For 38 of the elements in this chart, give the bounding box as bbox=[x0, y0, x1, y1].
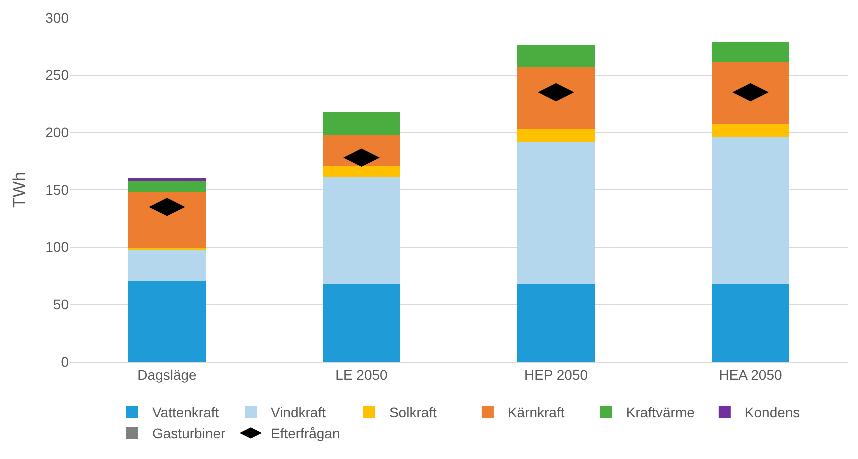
legend-label: Vattenkraft bbox=[152, 404, 220, 420]
bar bbox=[128, 282, 206, 362]
bar bbox=[517, 67, 596, 130]
x-tick-label: HEP 2050 bbox=[524, 366, 588, 383]
legend-label: Efterfrågan bbox=[270, 426, 340, 442]
x-tick-label: Dagsläge bbox=[138, 366, 198, 383]
bar bbox=[128, 250, 206, 282]
bar bbox=[322, 284, 401, 362]
bar bbox=[517, 284, 596, 362]
y-tick-label: 0 bbox=[61, 354, 70, 370]
bar bbox=[712, 42, 790, 63]
x-tick-label: HEA 2050 bbox=[719, 366, 782, 383]
x-tick-label: LE 2050 bbox=[336, 366, 388, 383]
y-tick-label: 250 bbox=[46, 67, 70, 84]
y-tick-label: 50 bbox=[53, 296, 70, 313]
bar bbox=[517, 129, 596, 142]
bar bbox=[712, 124, 790, 138]
bar bbox=[712, 284, 790, 362]
y-tick-label: 150 bbox=[46, 182, 70, 198]
legend-label: Gasturbiner bbox=[152, 426, 226, 442]
bar bbox=[322, 166, 401, 178]
bar bbox=[322, 177, 401, 284]
legend-label: Vindkraft bbox=[270, 404, 326, 420]
bar bbox=[712, 62, 790, 125]
y-tick-label: 100 bbox=[46, 239, 70, 256]
bar bbox=[712, 137, 790, 284]
y-tick-label: 200 bbox=[46, 124, 70, 141]
y-axis-title: TWh bbox=[10, 172, 30, 208]
bar bbox=[517, 46, 596, 68]
legend-label: Solkraft bbox=[389, 404, 438, 420]
legend-label: Kraftvärme bbox=[626, 404, 696, 420]
legend-label: Kärnkraft bbox=[508, 404, 565, 420]
bar bbox=[128, 192, 206, 248]
legend-label: Kondens bbox=[744, 404, 800, 420]
bar bbox=[128, 180, 206, 192]
bar bbox=[517, 142, 596, 284]
y-tick-label: 300 bbox=[46, 10, 70, 26]
bar bbox=[322, 112, 401, 135]
